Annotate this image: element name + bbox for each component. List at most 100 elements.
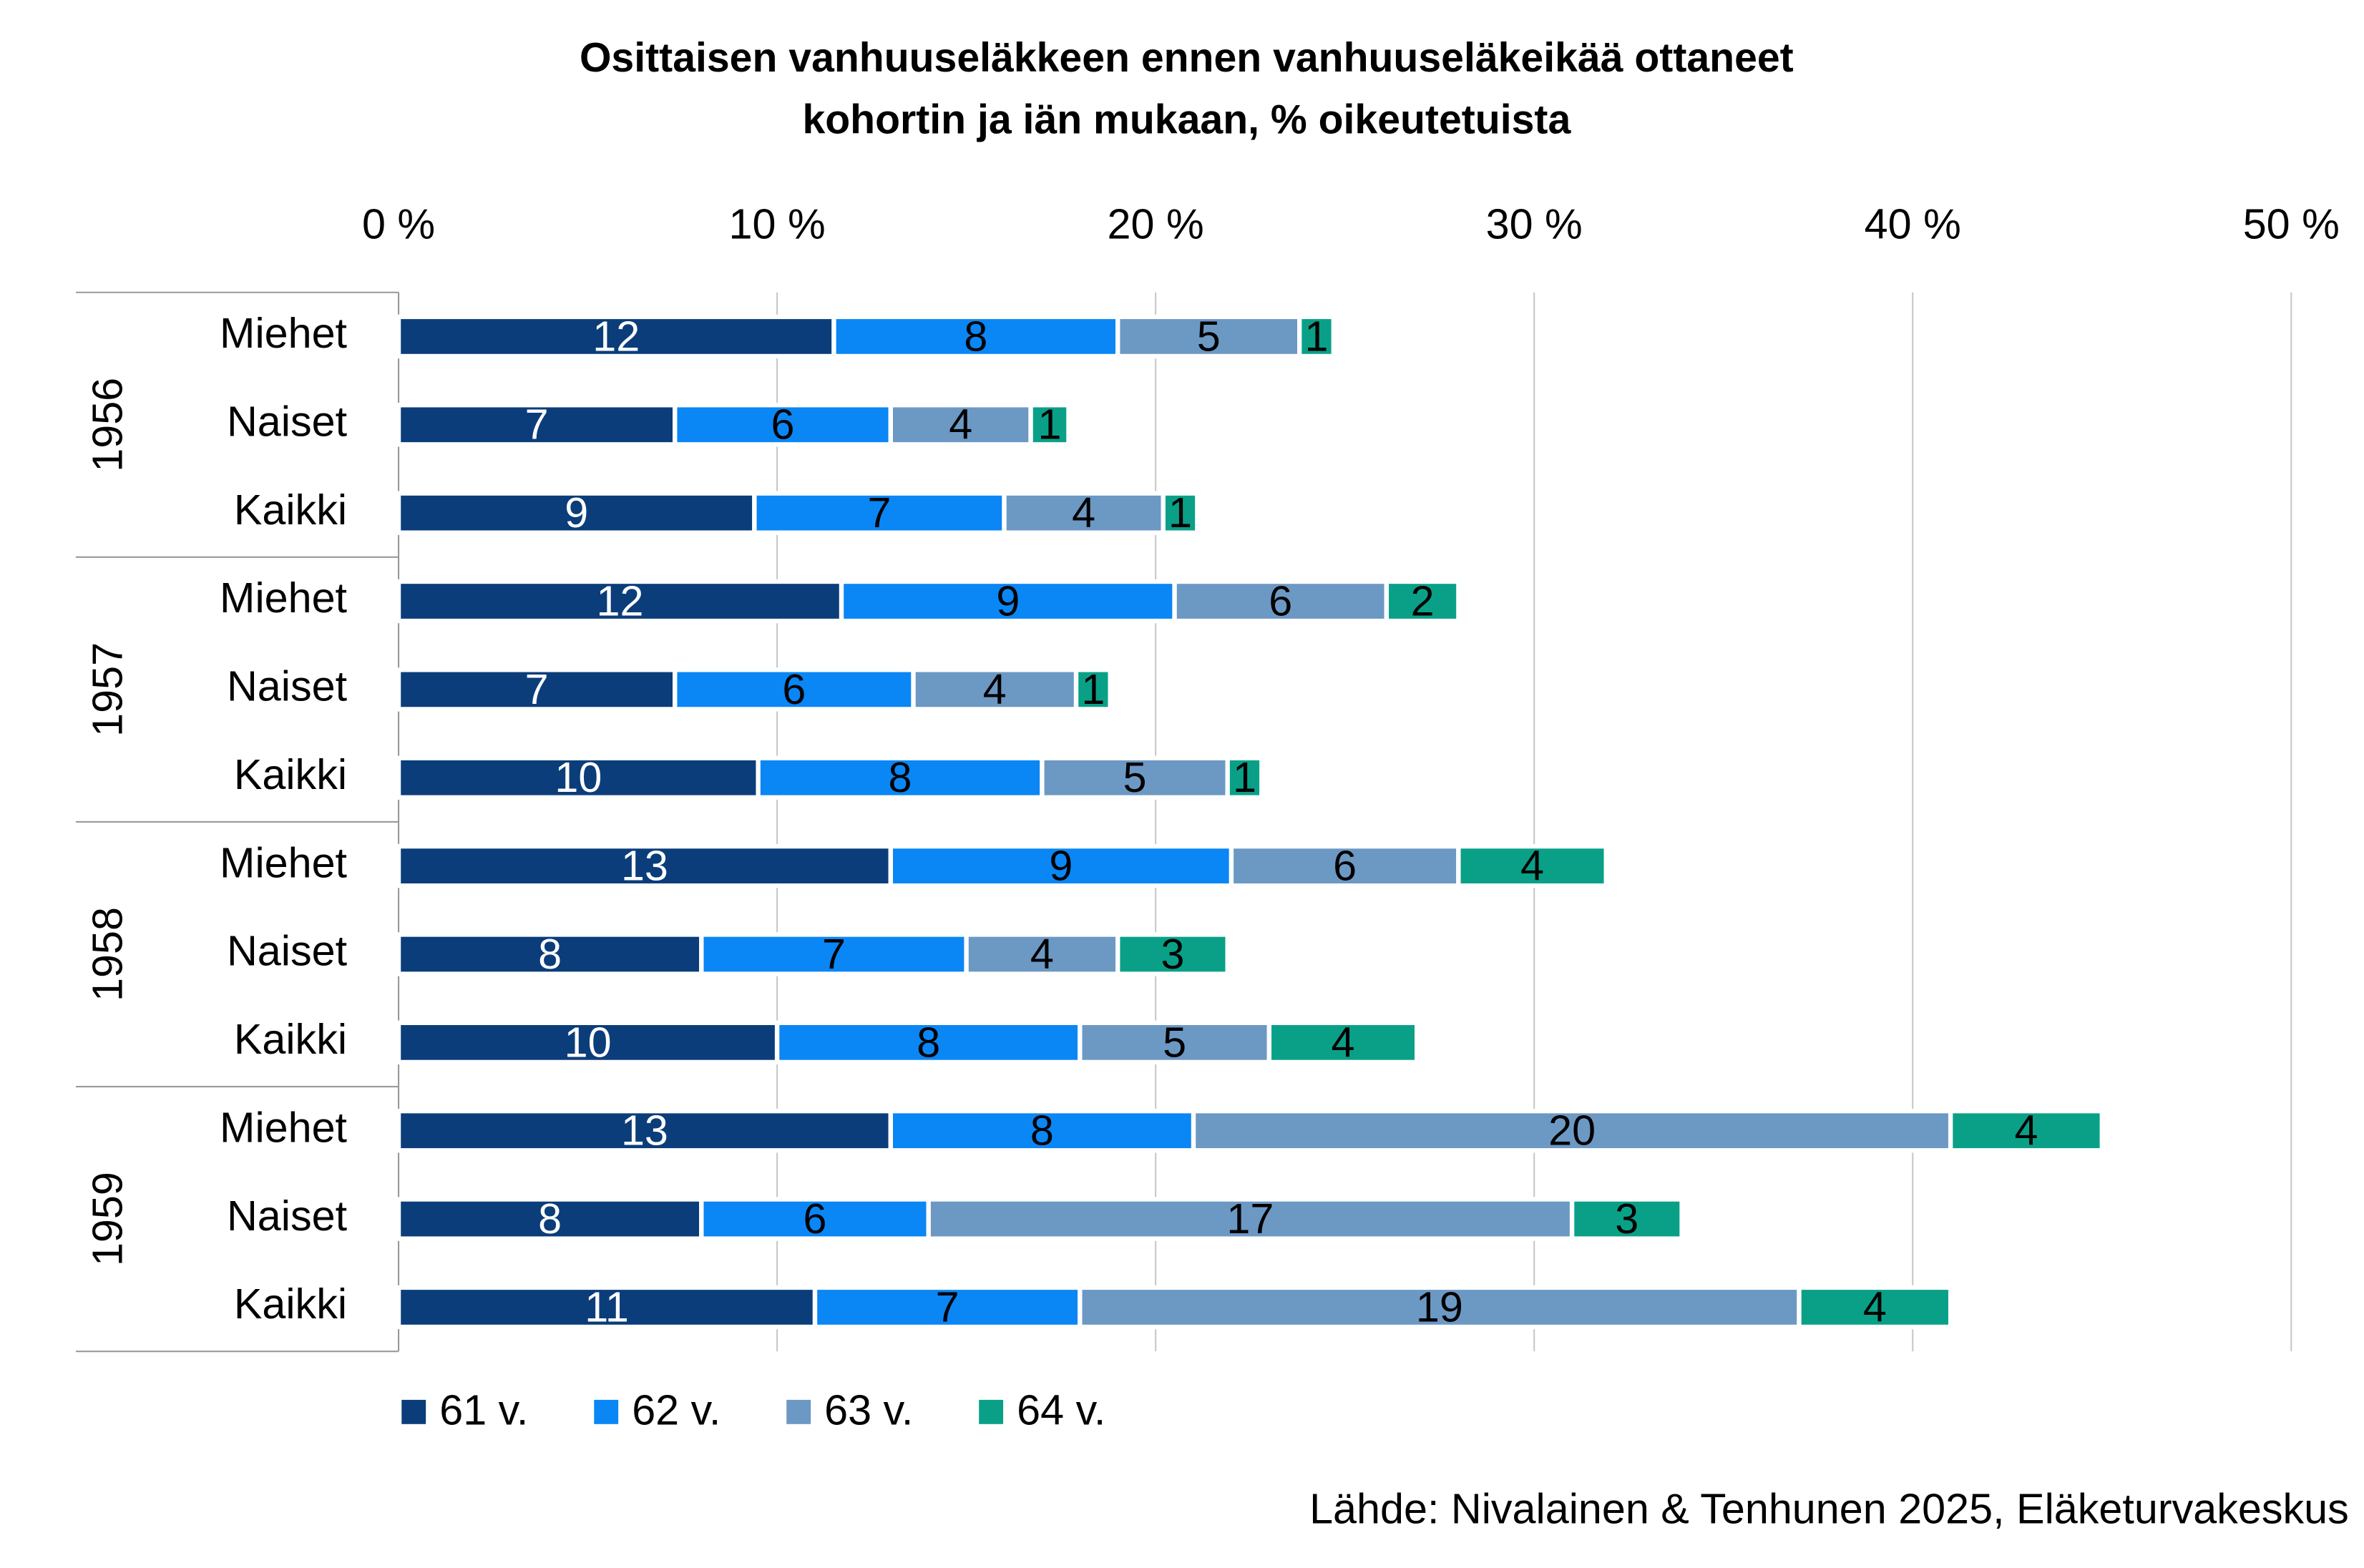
data-label: 10 bbox=[555, 753, 602, 801]
y-tick-label: Kaikki bbox=[234, 750, 347, 798]
source: Lähde: Nivalainen & Tenhunen 2025, Eläke… bbox=[1309, 1484, 2349, 1532]
bar-segment bbox=[396, 667, 678, 712]
y-tick-label: Miehet bbox=[220, 574, 348, 622]
data-label: 11 bbox=[585, 1283, 629, 1331]
legend-swatch bbox=[786, 1399, 811, 1424]
bar-segment bbox=[888, 843, 1234, 888]
data-label: 6 bbox=[782, 665, 806, 713]
x-tick-label: 50 % bbox=[2243, 200, 2340, 248]
bar-segment bbox=[1384, 579, 1461, 624]
bar-segment bbox=[1172, 579, 1389, 624]
data-label: 4 bbox=[949, 401, 972, 449]
bar-segment bbox=[1115, 932, 1230, 976]
bar-segment bbox=[1569, 1197, 1684, 1241]
x-tick-label: 20 % bbox=[1108, 200, 1204, 248]
legend-swatch bbox=[401, 1399, 426, 1424]
data-label: 7 bbox=[525, 401, 549, 449]
data-label: 5 bbox=[1123, 753, 1147, 801]
bar-segment bbox=[1002, 491, 1166, 535]
data-label: 13 bbox=[621, 842, 668, 890]
y-tick-label: Naiset bbox=[227, 662, 348, 710]
bar-segment bbox=[839, 579, 1177, 624]
bar-segment bbox=[1028, 403, 1071, 447]
data-label: 8 bbox=[538, 930, 562, 978]
data-label: 20 bbox=[1548, 1107, 1596, 1155]
data-label: 7 bbox=[525, 665, 549, 713]
data-label: 1 bbox=[1038, 401, 1062, 449]
data-label: 1 bbox=[1305, 312, 1329, 360]
data-label: 13 bbox=[621, 1107, 668, 1155]
x-tick-label: 0 % bbox=[362, 200, 435, 248]
bar-segment bbox=[396, 314, 836, 359]
data-label: 4 bbox=[1030, 930, 1054, 978]
bar-segment bbox=[396, 579, 844, 624]
y-tick-label: Miehet bbox=[220, 838, 348, 886]
data-label: 4 bbox=[2014, 1107, 2038, 1155]
data-label: 3 bbox=[1161, 930, 1184, 978]
data-label: 5 bbox=[1197, 312, 1221, 360]
bar-segment bbox=[1191, 1109, 1953, 1153]
x-tick-label: 10 % bbox=[729, 200, 826, 248]
legend-swatch bbox=[979, 1399, 1004, 1424]
data-label: 6 bbox=[1333, 842, 1357, 890]
data-label: 4 bbox=[1332, 1018, 1355, 1066]
bar-segment bbox=[1948, 1109, 2104, 1153]
group-label: 1957 bbox=[83, 642, 131, 737]
data-label: 12 bbox=[592, 312, 640, 360]
data-label: 12 bbox=[597, 577, 644, 624]
bar-segment bbox=[1078, 1020, 1272, 1065]
data-label: 19 bbox=[1416, 1283, 1463, 1331]
legend-label: 62 v. bbox=[632, 1386, 721, 1434]
legend-label: 64 v. bbox=[1017, 1386, 1105, 1434]
y-tick-label: Naiset bbox=[227, 397, 348, 445]
data-label: 8 bbox=[538, 1195, 562, 1243]
y-tick-label: Miehet bbox=[220, 1103, 348, 1151]
y-tick-label: Naiset bbox=[227, 1192, 348, 1240]
data-label: 17 bbox=[1226, 1195, 1274, 1243]
bar-segment bbox=[396, 403, 678, 447]
data-label: 9 bbox=[1049, 842, 1073, 890]
x-tick-label: 30 % bbox=[1486, 200, 1583, 248]
bar-segment bbox=[396, 1197, 704, 1241]
data-label: 9 bbox=[565, 489, 588, 536]
data-label: 7 bbox=[936, 1283, 959, 1331]
data-label: 1 bbox=[1168, 489, 1192, 536]
data-label: 1 bbox=[1233, 753, 1256, 801]
data-label: 6 bbox=[1269, 577, 1292, 624]
bar-segment bbox=[1073, 667, 1113, 712]
bar-segment bbox=[1040, 755, 1230, 800]
bar-segment bbox=[1797, 1285, 1953, 1330]
bar-segment bbox=[1297, 314, 1336, 359]
data-label: 9 bbox=[996, 577, 1020, 624]
bar-segment bbox=[673, 403, 893, 447]
chart-title: kohortin ja iän mukaan, % oikeutetuista bbox=[802, 97, 1571, 143]
data-label: 1 bbox=[1081, 665, 1105, 713]
data-label: 4 bbox=[1520, 842, 1544, 890]
bar-segment bbox=[396, 491, 757, 535]
bar-segment bbox=[1225, 755, 1264, 800]
bar-segment bbox=[1456, 843, 1608, 888]
data-label: 8 bbox=[1030, 1107, 1054, 1155]
data-label: 5 bbox=[1163, 1018, 1186, 1066]
data-label: 4 bbox=[1863, 1283, 1887, 1331]
legend-swatch bbox=[594, 1399, 619, 1424]
group-label: 1958 bbox=[83, 907, 131, 1001]
data-label: 6 bbox=[771, 401, 795, 449]
bar-segment bbox=[396, 1109, 893, 1153]
data-label: 8 bbox=[964, 312, 987, 360]
bar-segment bbox=[964, 932, 1120, 976]
data-label: 7 bbox=[867, 489, 891, 536]
data-label: 8 bbox=[917, 1018, 940, 1066]
data-label: 6 bbox=[804, 1195, 827, 1243]
y-tick-label: Naiset bbox=[227, 927, 348, 975]
bar-segment bbox=[1229, 843, 1461, 888]
bar-segment bbox=[812, 1285, 1083, 1330]
bar-segment bbox=[699, 932, 969, 976]
bar-segment bbox=[756, 755, 1045, 800]
bar-segment bbox=[396, 755, 761, 800]
data-label: 8 bbox=[889, 753, 912, 801]
bar-segment bbox=[1078, 1285, 1802, 1330]
data-label: 7 bbox=[822, 930, 846, 978]
